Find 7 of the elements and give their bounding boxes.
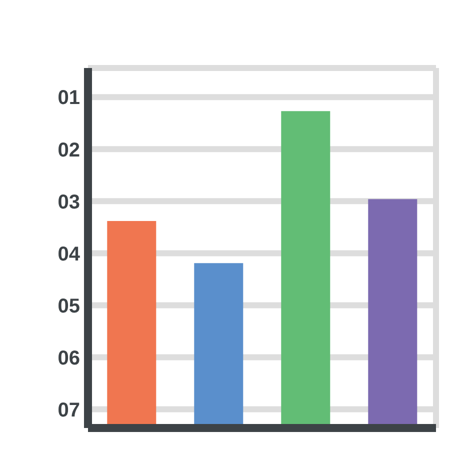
y-tick-label: 06 [58,347,80,370]
y-tick-label: 04 [58,243,81,266]
y-tick-label: 03 [58,191,80,214]
y-tick-label: 01 [58,87,80,110]
y-tick-label: 02 [58,139,80,162]
y-tick-label: 05 [58,295,80,318]
y-tick-label: 07 [58,399,80,422]
